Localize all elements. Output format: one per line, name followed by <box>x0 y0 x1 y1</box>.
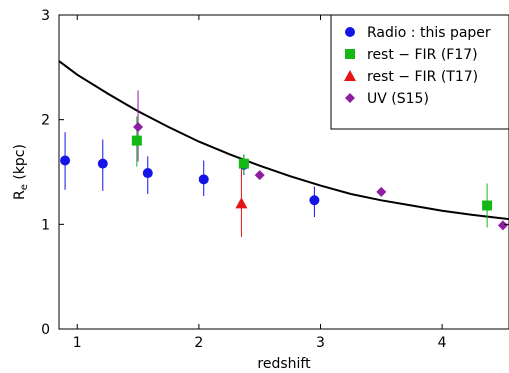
y-tick-label: 0 <box>41 322 50 338</box>
data-point-square <box>238 158 249 169</box>
data-point-diamond <box>497 220 508 231</box>
legend-marker-square <box>345 49 355 59</box>
legend: Radio : this paper rest − FIR (F17) rest −… <box>330 14 509 130</box>
data-point-circle <box>97 158 108 169</box>
x-tick-label: 1 <box>73 335 82 351</box>
legend-marker-circle <box>345 27 355 37</box>
y-tick-label: 2 <box>41 113 50 129</box>
data-point-circle <box>198 174 209 185</box>
data-point-circle <box>60 155 71 166</box>
legend-label: rest − FIR (F17) <box>367 47 478 63</box>
data-point-circle <box>309 195 320 206</box>
y-tick-label: 3 <box>41 8 50 24</box>
data-point-triangle <box>235 197 248 209</box>
x-axis-label: redshift <box>257 356 311 372</box>
legend-label: UV (S15) <box>367 91 429 107</box>
y-axis-label: Re (kpc) <box>12 144 30 200</box>
y-tick-label: 1 <box>41 217 50 233</box>
x-tick-label: 3 <box>316 335 325 351</box>
data-point-circle <box>142 168 153 179</box>
data-point-diamond <box>133 121 144 132</box>
data-point-diamond <box>376 186 387 197</box>
data-point-square <box>482 200 493 211</box>
legend-box <box>330 14 509 130</box>
model-curve <box>59 60 509 221</box>
legend-marker-diamond <box>345 93 355 103</box>
legend-label: rest − FIR (T17) <box>367 69 478 85</box>
x-tick-label: 4 <box>438 335 447 351</box>
legend-marker-triangle <box>344 70 356 81</box>
legend-label: Radio : this paper <box>367 25 491 41</box>
x-tick-label: 2 <box>194 335 203 351</box>
data-point-diamond <box>254 170 265 181</box>
data-point-square <box>131 135 142 146</box>
